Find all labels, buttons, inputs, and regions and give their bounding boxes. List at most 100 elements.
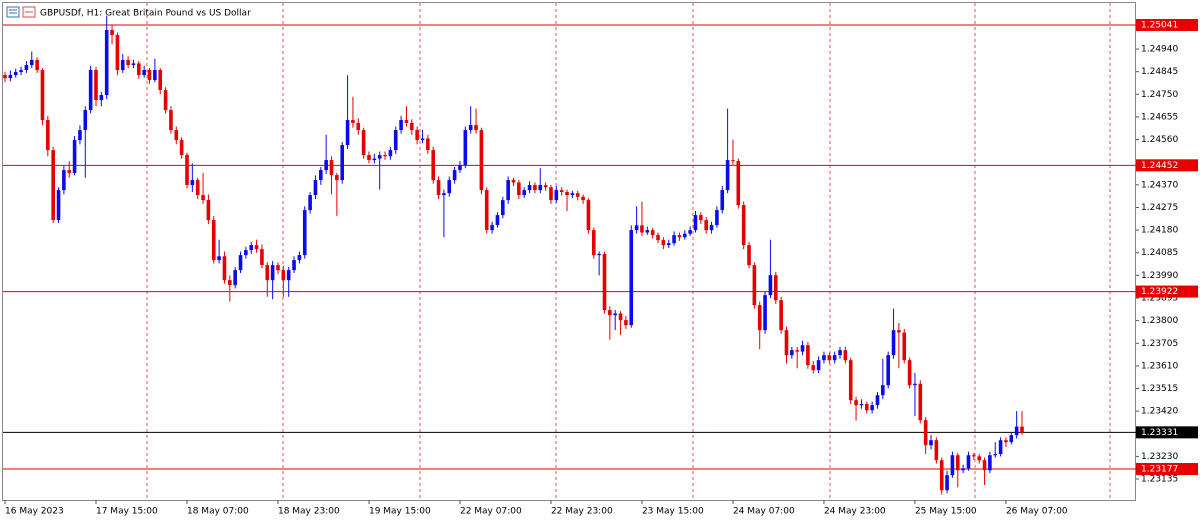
candle-body bbox=[682, 233, 687, 238]
candle-body bbox=[67, 170, 72, 173]
candle-body bbox=[1004, 440, 1008, 443]
candle-body bbox=[864, 404, 869, 411]
candle-body bbox=[875, 395, 880, 406]
candle-body bbox=[51, 150, 55, 221]
y-tick-label: 1.24560 bbox=[1141, 135, 1178, 145]
candle-body bbox=[891, 330, 896, 356]
candle-body bbox=[24, 65, 29, 71]
candle-body bbox=[666, 243, 671, 246]
candle-body bbox=[939, 460, 944, 491]
candle-body bbox=[757, 305, 762, 331]
candle-body bbox=[720, 190, 725, 211]
x-tick-label: 24 May 07:00 bbox=[733, 507, 795, 517]
candle-body bbox=[399, 120, 403, 131]
candle-body bbox=[902, 332, 907, 361]
candle-body bbox=[308, 195, 312, 211]
candle-body bbox=[715, 210, 719, 226]
candle-body bbox=[217, 256, 221, 261]
x-tick-label: 24 May 23:00 bbox=[824, 507, 886, 517]
candle-body bbox=[131, 63, 136, 66]
x-tick-label: 16 May 2023 bbox=[5, 507, 64, 517]
level-label: 1.24452 bbox=[1141, 161, 1178, 171]
y-tick-label: 1.23800 bbox=[1141, 316, 1178, 326]
candle-body bbox=[790, 350, 794, 356]
icon bbox=[6, 6, 20, 18]
candle-body bbox=[838, 350, 842, 356]
candle-body bbox=[185, 155, 189, 186]
candle-body bbox=[410, 122, 414, 131]
level-label: 1.23331 bbox=[1141, 428, 1178, 438]
candle-body bbox=[270, 265, 275, 281]
y-tick-label: 1.23515 bbox=[1141, 384, 1178, 394]
level-label: 1.25041 bbox=[1141, 21, 1178, 31]
candle-body bbox=[174, 130, 179, 141]
candle-body bbox=[452, 170, 457, 181]
candle-body bbox=[597, 253, 601, 256]
candle-body bbox=[549, 187, 553, 201]
candle-body bbox=[966, 455, 971, 469]
level-label-box bbox=[1136, 159, 1198, 172]
candle-body bbox=[624, 320, 628, 326]
candle-body bbox=[147, 70, 152, 81]
period-separators bbox=[146, 3, 1111, 500]
candle-body bbox=[1009, 435, 1014, 443]
candle-body bbox=[961, 468, 965, 471]
candle-body bbox=[104, 30, 109, 96]
candle-body bbox=[13, 71, 18, 76]
level-label-box bbox=[1136, 463, 1198, 476]
candle-body bbox=[779, 300, 783, 331]
candle-body bbox=[29, 60, 34, 66]
candle-body bbox=[286, 270, 291, 281]
candle-body bbox=[329, 160, 334, 176]
y-tick-label: 1.24750 bbox=[1141, 90, 1178, 100]
candle-body bbox=[335, 175, 339, 181]
chart-title: GBPUSDf, H1: Great Britain Pound vs US D… bbox=[40, 9, 251, 19]
candle-body bbox=[46, 120, 50, 151]
candle-body bbox=[115, 35, 120, 71]
candle-body bbox=[40, 70, 45, 121]
candle-body bbox=[72, 140, 77, 173]
candle-body bbox=[629, 230, 634, 326]
y-tick-label: 1.23420 bbox=[1141, 407, 1178, 417]
y-tick-label: 1.23895 bbox=[1141, 293, 1178, 303]
y-tick-label: 1.24655 bbox=[1141, 112, 1178, 122]
level-label-box bbox=[1136, 426, 1198, 439]
candle-body bbox=[206, 200, 211, 221]
candle-body bbox=[811, 365, 816, 371]
candle-body bbox=[688, 230, 692, 234]
candle-body bbox=[575, 193, 580, 197]
candle-body bbox=[8, 75, 13, 79]
candle-body bbox=[559, 190, 564, 192]
candle-body bbox=[907, 360, 912, 386]
candle-body bbox=[843, 350, 848, 361]
candle-body bbox=[741, 205, 746, 246]
candle-body bbox=[447, 180, 452, 194]
x-tick-label: 18 May 23:00 bbox=[278, 507, 340, 517]
candle-body bbox=[929, 440, 933, 446]
candle-body bbox=[367, 155, 371, 161]
candle-body bbox=[431, 150, 436, 181]
x-tick-label: 26 May 07:00 bbox=[1006, 507, 1068, 517]
candle-body bbox=[356, 122, 361, 131]
candle-body bbox=[78, 130, 82, 141]
candle-body bbox=[426, 138, 430, 151]
y-tick-label: 1.24085 bbox=[1141, 248, 1178, 258]
candle-body bbox=[94, 70, 98, 101]
candle-body bbox=[442, 193, 446, 196]
candle-body bbox=[468, 125, 473, 131]
candle-body bbox=[870, 405, 874, 411]
candle-body bbox=[249, 245, 254, 251]
candle-body bbox=[88, 70, 93, 111]
candle-body bbox=[608, 310, 612, 316]
x-tick-label: 22 May 23:00 bbox=[551, 507, 613, 517]
candle-body bbox=[704, 220, 708, 231]
candle-body bbox=[988, 455, 992, 471]
candle-body bbox=[137, 63, 141, 76]
candle-body bbox=[292, 260, 296, 271]
candle-body bbox=[731, 160, 735, 162]
candle-body bbox=[955, 455, 960, 471]
candle-body bbox=[827, 355, 832, 361]
x-tick-label: 18 May 07:00 bbox=[187, 507, 249, 517]
candle-body bbox=[886, 355, 890, 386]
candle-body bbox=[345, 120, 350, 146]
